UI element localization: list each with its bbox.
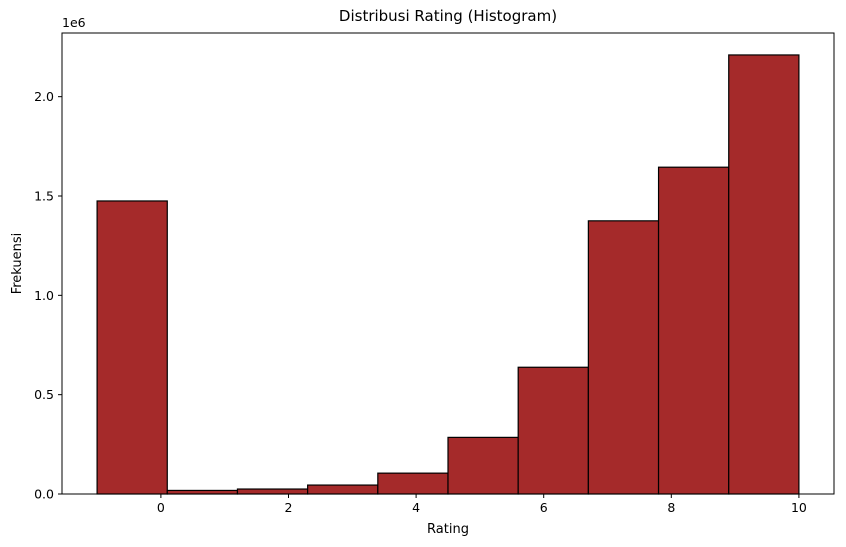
y-tick-label: 1.0 [34,288,54,303]
y-ticks: 0.0 0.5 1.0 1.5 2.0 [34,89,62,502]
x-tick-label: 0 [157,500,165,515]
plot-frame [61,32,835,495]
y-tick-label: 1.5 [34,189,54,204]
histogram-bar [236,488,309,495]
chart-title: Distribusi Rating (Histogram) [339,7,557,25]
x-tick-label: 2 [285,500,293,515]
histogram-bar [517,366,589,495]
x-tick-label: 10 [791,500,807,515]
y-scale-label: 1e6 [62,15,86,30]
x-axis-label: Rating [427,522,469,537]
histogram-bar [587,220,660,495]
histogram-bar [728,54,800,495]
y-axis-label: Frekuensi [10,233,25,295]
bars-group [96,54,800,495]
x-ticks: 0 2 4 6 8 10 [157,494,807,515]
histogram-bar [657,166,730,495]
x-tick-label: 4 [412,500,420,515]
histogram-bar [307,484,379,495]
y-tick-label: 0.5 [34,387,54,402]
histogram-bar [166,489,239,495]
histogram-bar [447,436,519,495]
y-tick-label: 2.0 [34,89,54,104]
x-tick-label: 6 [540,500,548,515]
histogram-bar [96,200,168,495]
y-tick-label: 0.0 [34,487,54,502]
histogram-bar [377,472,449,495]
x-tick-label: 8 [667,500,675,515]
